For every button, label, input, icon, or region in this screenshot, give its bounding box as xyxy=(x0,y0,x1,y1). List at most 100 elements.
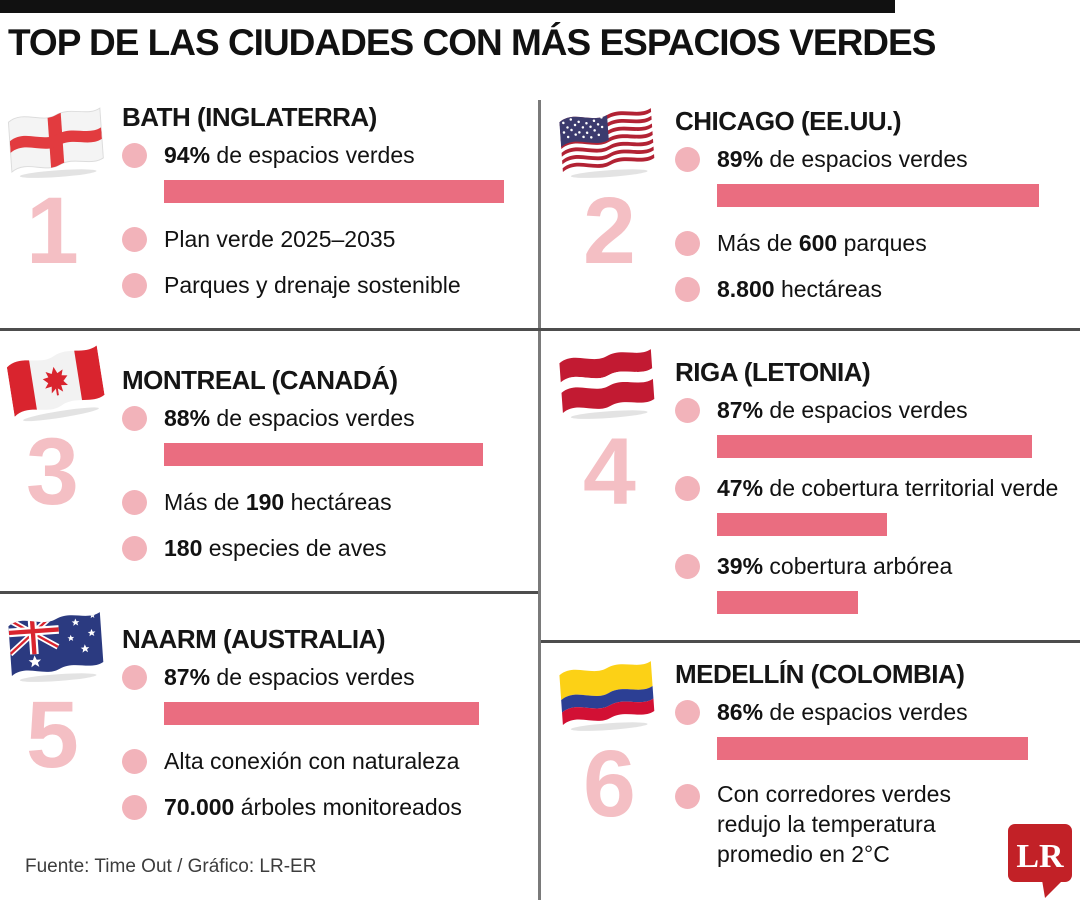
city-name: CHICAGO (EE.UU.) xyxy=(675,106,902,136)
city-card-medellin: 6 MEDELLÍN (COLOMBIA) 86% de espacios ve… xyxy=(541,643,1080,900)
bullet-dot-icon xyxy=(122,273,147,299)
fact-row: Plan verde 2025–2035 xyxy=(122,225,538,255)
rank-number: 1 xyxy=(26,178,79,284)
fact-row: 180 especies de aves xyxy=(122,534,538,564)
rank-rail: 5 xyxy=(0,594,122,844)
fact-text: Con corredores verdes redujo la temperat… xyxy=(717,780,951,867)
australia-flag-icon xyxy=(5,603,106,690)
fact-row: Parques y drenaje sostenible xyxy=(122,271,538,301)
lr-logo-text: LR xyxy=(1016,838,1064,875)
fact-row: 86% de espacios verdes xyxy=(675,698,1080,728)
green-space-bar xyxy=(164,701,479,725)
bullet-dot-icon xyxy=(675,231,700,257)
bullet-dot-icon xyxy=(122,227,147,253)
city-card-riga: 4 RIGA (LETONIA) 87% de espacios verdes … xyxy=(541,331,1080,640)
rank-number: 3 xyxy=(26,419,79,525)
rank-rail: 6 xyxy=(541,643,675,900)
bullet-dot-icon xyxy=(675,476,700,502)
coverage-bar xyxy=(717,512,888,536)
source-credit: Fuente: Time Out / Gráfico: LR-ER xyxy=(25,856,317,877)
city-card-naarm: 5 NAARM (AUSTRALIA) 87% de espacios verd… xyxy=(0,594,538,844)
colombia-flag-icon xyxy=(556,652,657,739)
vertical-divider xyxy=(538,100,541,900)
bullet-dot-icon xyxy=(675,554,700,580)
rank-number: 2 xyxy=(583,178,636,284)
title-top-rule xyxy=(0,0,895,13)
green-space-bar xyxy=(717,434,1032,458)
fact-row: Alta conexión con naturaleza xyxy=(122,747,538,777)
bullet-dot-icon xyxy=(675,783,700,809)
fact-text: 86% de espacios verdes xyxy=(717,699,968,725)
rank-number: 6 xyxy=(583,731,636,837)
horizontal-divider xyxy=(0,591,538,594)
green-space-bar xyxy=(164,442,483,466)
bullet-dot-icon xyxy=(122,795,147,821)
rank-number: 4 xyxy=(583,419,636,525)
fact-row: 70.000 árboles monitoreados xyxy=(122,793,538,823)
fact-row: 89% de espacios verdes xyxy=(675,145,1080,175)
fact-text: Alta conexión con naturaleza xyxy=(164,747,460,774)
fact-text: 8.800 hectáreas xyxy=(717,275,882,302)
lr-logo: LR xyxy=(1006,822,1076,900)
fact-text: Plan verde 2025–2035 xyxy=(164,225,396,252)
fact-row: 94% de espacios verdes xyxy=(122,141,538,171)
horizontal-divider xyxy=(0,328,1080,331)
bullet-dot-icon xyxy=(675,398,700,424)
fact-row: Más de 600 parques xyxy=(675,229,1080,259)
city-name: BATH (INGLATERRA) xyxy=(122,102,377,132)
green-space-bar xyxy=(717,736,1029,760)
fact-row: 88% de espacios verdes xyxy=(122,404,538,434)
fact-text: Más de 600 parques xyxy=(717,229,927,256)
bullet-dot-icon xyxy=(122,406,147,432)
fact-text: 88% de espacios verdes xyxy=(164,405,415,431)
fact-text: Parques y drenaje sostenible xyxy=(164,271,461,298)
city-name: MEDELLÍN (COLOMBIA) xyxy=(675,659,965,689)
bar-track xyxy=(164,442,526,466)
tree-coverage-bar xyxy=(717,590,859,614)
bar-track xyxy=(164,701,526,725)
rank-rail: 1 xyxy=(0,90,122,328)
green-space-bar xyxy=(717,183,1040,207)
fact-row: 87% de espacios verdes xyxy=(675,396,1080,426)
usa-flag-icon xyxy=(556,99,657,186)
bar-track xyxy=(164,179,526,203)
bar-track xyxy=(717,434,1079,458)
city-card-montreal: 3 MONTREAL (CANADÁ) 88% de espacios verd… xyxy=(0,331,538,591)
latvia-flag-icon xyxy=(556,340,657,427)
fact-text: 47% de cobertura territorial verde xyxy=(717,474,1059,501)
rank-rail: 3 xyxy=(0,331,122,591)
fact-row: Con corredores verdes redujo la temperat… xyxy=(675,780,1080,870)
bullet-dot-icon xyxy=(122,490,147,516)
bar-track xyxy=(717,736,1079,760)
city-name: RIGA (LETONIA) xyxy=(675,357,871,387)
bar-track xyxy=(717,183,1079,207)
fact-row: 47% de cobertura territorial verde xyxy=(675,474,1080,504)
fact-text: 94% de espacios verdes xyxy=(164,142,415,168)
fact-row: 87% de espacios verdes xyxy=(122,663,538,693)
bullet-dot-icon xyxy=(675,700,700,726)
fact-text: Más de 190 hectáreas xyxy=(164,488,392,515)
fact-row: Más de 190 hectáreas xyxy=(122,488,538,518)
fact-text: 180 especies de aves xyxy=(164,534,387,561)
city-name: MONTREAL (CANADÁ) xyxy=(122,365,398,395)
city-card-bath: 1 BATH (INGLATERRA) 94% de espacios verd… xyxy=(0,90,538,328)
fact-row: 39% cobertura arbórea xyxy=(675,552,1080,582)
city-card-chicago: 2 CHICAGO (EE.UU.) 89% de espacios verde… xyxy=(541,90,1080,328)
fact-text: 39% cobertura arbórea xyxy=(717,552,953,579)
rank-rail: 4 xyxy=(541,331,675,640)
fact-row: 8.800 hectáreas xyxy=(675,275,1080,305)
bar-track xyxy=(717,512,1079,536)
fact-text: 87% de espacios verdes xyxy=(164,664,415,690)
city-name: NAARM (AUSTRALIA) xyxy=(122,624,386,654)
fact-text: 87% de espacios verdes xyxy=(717,397,968,423)
green-space-bar xyxy=(164,179,505,203)
rank-number: 5 xyxy=(26,682,79,788)
fact-text: 89% de espacios verdes xyxy=(717,146,968,172)
fact-text: 70.000 árboles monitoreados xyxy=(164,793,462,820)
canada-flag-icon xyxy=(2,336,109,430)
rank-rail: 2 xyxy=(541,90,675,328)
bullet-dot-icon xyxy=(675,147,700,173)
england-flag-icon xyxy=(5,99,106,186)
horizontal-divider xyxy=(541,640,1080,643)
